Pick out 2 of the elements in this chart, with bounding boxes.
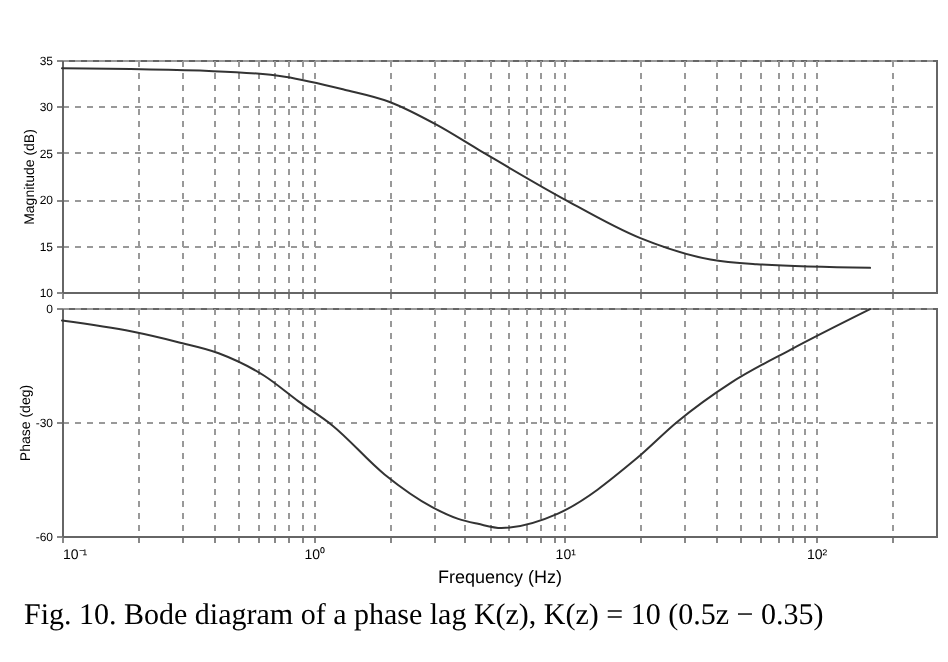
x-axis-title: Frequency (Hz) xyxy=(437,567,563,587)
caption: Fig. 10. Bode diagram of a phase lag K(z), K(z) = 10 (0.5z − 0.35) xyxy=(22,598,826,634)
